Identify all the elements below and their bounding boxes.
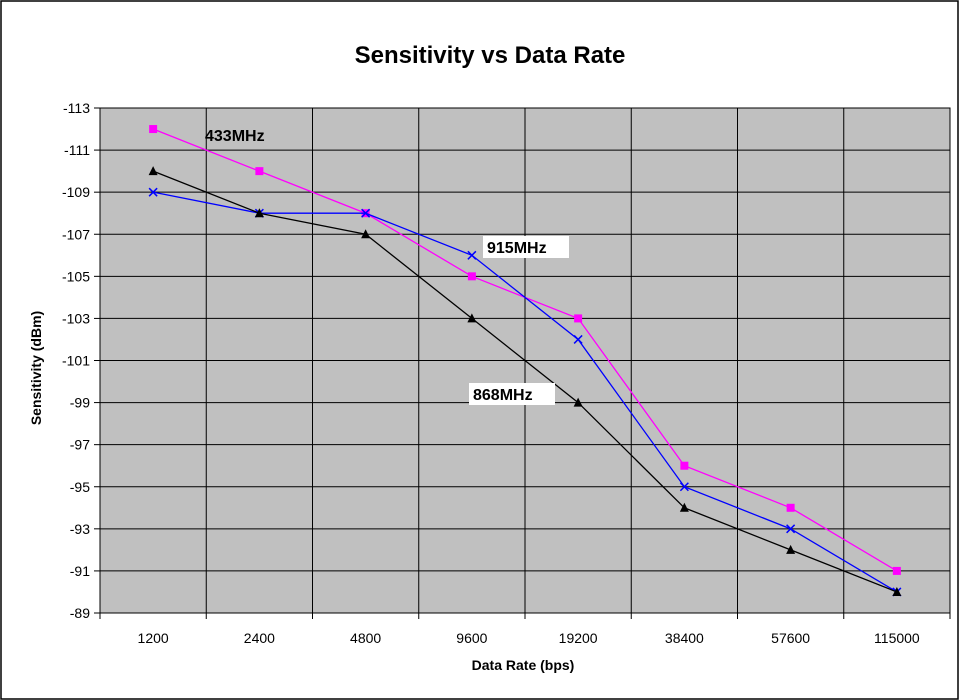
point-868mhz (467, 313, 477, 323)
point-x-stroke (467, 250, 477, 260)
series-label-433mhz: 433MHz (205, 128, 265, 145)
point-433mhz (680, 461, 689, 470)
point-x-stroke (148, 187, 158, 197)
series-labels: 433MHz 915MHz 868MHz (205, 128, 569, 405)
plot-border (99, 107, 951, 614)
x-tick-label: 9600 (456, 630, 487, 646)
x-tick-label: 4800 (350, 630, 381, 646)
series-label-915mhz: 915MHz (487, 240, 547, 257)
point-433mhz (786, 503, 795, 512)
point-868mhz (786, 544, 796, 554)
series-label-868mhz: 868MHz (473, 387, 533, 404)
point-915mhz (679, 482, 689, 492)
point-868mhz (573, 397, 583, 407)
series-label-bg-915mhz (483, 236, 569, 258)
point-433mhz (255, 167, 264, 176)
x-tick-label: 38400 (665, 630, 704, 646)
point-433mhz (467, 272, 476, 281)
series-label-bg-868mhz (469, 383, 555, 405)
series-line-915mhz (152, 191, 898, 593)
point-x-stroke (361, 208, 371, 218)
y-tick-label: -97 (70, 437, 90, 453)
y-tick-label: -89 (70, 605, 90, 621)
y-tick-label: -99 (70, 395, 90, 411)
point-x-stroke (786, 524, 796, 534)
x-tick-label: 1200 (138, 630, 169, 646)
point-433mhz (574, 314, 583, 323)
point-x-stroke (573, 334, 583, 344)
y-tick-label: -113 (63, 100, 90, 116)
series-line-868mhz (152, 170, 898, 593)
point-915mhz (467, 250, 477, 260)
y-tick-label: -91 (70, 563, 90, 579)
point-433mhz (892, 566, 901, 575)
point-433mhz (149, 125, 158, 134)
x-tick-label: 115000 (874, 630, 920, 646)
x-tick-label: 2400 (244, 630, 275, 646)
plot-area (94, 107, 951, 619)
point-915mhz (361, 208, 371, 218)
y-tick-label: -93 (70, 521, 90, 537)
chart-title: Sensitivity vs Data Rate (355, 42, 626, 69)
y-axis-label: Sensitivity (dBm) (28, 311, 44, 425)
y-tick-label: -111 (64, 142, 90, 158)
point-x-stroke (679, 482, 689, 492)
x-tick-label: 57600 (771, 630, 810, 646)
y-tick-label: -109 (62, 184, 90, 200)
y-tick-label: -103 (62, 310, 90, 326)
point-868mhz (361, 229, 371, 239)
y-tick-label: -105 (62, 268, 90, 284)
x-tick-labels: 1200 2400 4800 9600 19200 38400 57600 115000 (138, 630, 920, 646)
y-tick-labels: -113 -111 -109 -107 -105 -103 -101 -99 -97 -95 -93… (62, 100, 90, 621)
x-axis-label: Data Rate (bps) (472, 657, 575, 673)
point-915mhz (148, 187, 158, 197)
point-868mhz (679, 502, 689, 512)
series-layer (148, 125, 902, 597)
y-tick-label: -107 (62, 226, 90, 242)
point-868mhz (148, 166, 158, 176)
point-868mhz (254, 208, 264, 218)
x-tick-label: 19200 (559, 630, 598, 646)
y-tick-label: -95 (70, 479, 90, 495)
point-915mhz (786, 524, 796, 534)
y-tick-label: -101 (62, 353, 90, 369)
point-868mhz (892, 586, 902, 596)
point-915mhz (573, 334, 583, 344)
